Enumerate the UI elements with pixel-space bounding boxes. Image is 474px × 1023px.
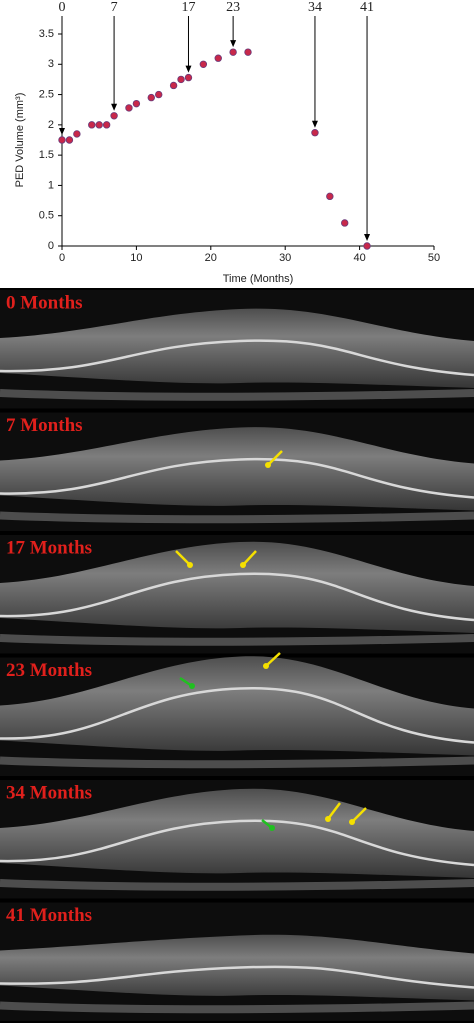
choroid-line [0,879,474,891]
marker-head [263,663,269,669]
y-tick-label: 1 [48,179,54,191]
point [229,48,237,56]
retina-band [0,656,474,756]
y-tick-label: 3 [48,58,54,70]
marker-head [187,562,193,568]
annotation-label: 23 [226,0,240,15]
point [199,60,208,68]
x-tick-label: 20 [205,252,217,264]
panel-label: 0 Months [6,292,83,313]
panel-label: 23 Months [6,660,92,681]
marker-arrow [267,450,283,466]
point [326,192,334,201]
marker-arrow [351,807,367,823]
choroid-line [0,634,474,646]
panel-label: 41 Months [6,905,92,926]
choroid-line [0,389,474,401]
point [311,129,319,137]
point [155,90,163,99]
marker-head [269,825,275,831]
point [169,81,178,90]
rpe-line [0,687,474,744]
rpe-line [0,819,474,867]
marker-arrow [265,652,281,667]
annotation-label: 34 [308,0,322,15]
retina-band [0,427,474,511]
y-tick-label: 2.5 [39,88,54,100]
arrow-head [311,120,318,128]
point [125,104,133,112]
x-tick-label: 30 [279,252,291,264]
marker-head [349,819,355,825]
y-tick-label: 0 [48,240,54,252]
y-tick-label: 1.5 [39,149,54,161]
arrow-head [111,103,118,111]
point [65,136,74,144]
marker-head [189,683,195,689]
point [244,48,252,56]
rpe-line [0,457,474,499]
annotation-label: 17 [181,0,195,15]
marker-head [325,816,331,822]
point [341,219,349,227]
y-tick-label: 0.5 [39,210,54,222]
panel-label: 34 Months [6,782,92,803]
marker-arrow [175,550,191,566]
panel-label: 7 Months [6,415,83,436]
x-tick-label: 40 [353,252,365,264]
rpe-line [0,572,474,622]
arrow-head [59,128,65,135]
x-tick-label: 50 [428,252,440,264]
marker-head [265,462,271,468]
arrow-head [230,40,237,48]
annotation-label: 7 [111,0,118,15]
annotation-label: 41 [360,0,374,15]
point [132,99,141,108]
x-tick-label: 0 [59,252,65,264]
annotation-label: 0 [59,0,66,15]
point [95,121,103,129]
marker-arrow [327,802,341,820]
point [184,73,193,82]
arrow-head [364,234,371,241]
point [177,75,185,84]
arrow-head [185,65,192,73]
choroid-line [0,756,474,769]
marker-arrow [242,550,257,566]
choroid-line [0,1001,474,1014]
y-tick-label: 2 [48,119,54,131]
point [214,54,222,62]
point [110,112,118,120]
panel-label: 17 Months [6,537,92,558]
x-axis-label: Time (Months) [223,273,294,285]
y-axis-label: PED Volume (mm³) [14,93,26,188]
rpe-line [0,965,474,989]
rpe-line [0,339,474,377]
point [88,121,96,129]
point [147,93,155,102]
y-tick-label: 3.5 [39,28,54,40]
choroid-line [0,511,474,524]
retina-band [0,308,474,388]
point [363,242,371,250]
marker-head [240,562,246,568]
x-tick-label: 10 [130,252,142,264]
point [102,121,111,129]
point [58,136,66,144]
point [73,130,81,138]
oct-background [0,288,474,1023]
retina-band [0,541,474,633]
retina-band [0,788,474,878]
